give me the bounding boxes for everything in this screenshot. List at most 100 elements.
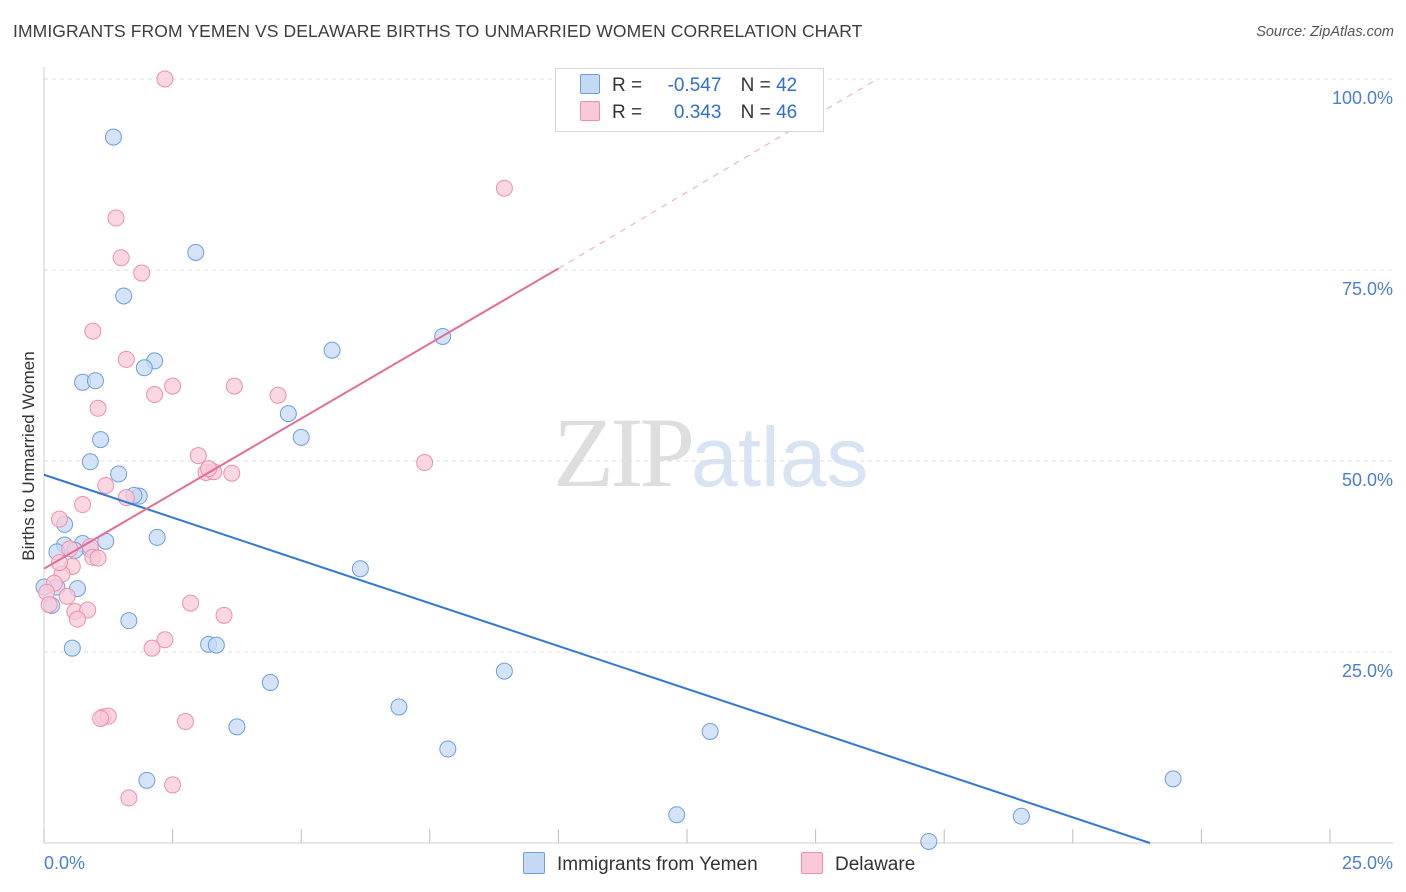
point-delaware <box>50 510 68 528</box>
point-delaware <box>40 596 58 614</box>
trend-extension-delaware <box>558 78 878 269</box>
y-tick-label: 50.0% <box>1342 470 1393 490</box>
legend-row-yemen: R = -0.547 N = 42 <box>580 74 797 100</box>
legend-row-delaware: R = 0.343 N = 46 <box>580 101 797 127</box>
point-delaware <box>495 179 513 197</box>
point-yemen <box>439 740 457 758</box>
point-delaware <box>146 386 164 404</box>
bottom-legend-swatch-pink <box>801 852 823 874</box>
point-yemen <box>292 428 310 446</box>
point-yemen <box>668 806 686 824</box>
point-yemen <box>187 243 205 261</box>
series-delaware <box>38 70 513 807</box>
correlation-legend: R = -0.547 N = 42 R = 0.343 N = 46 <box>555 68 824 132</box>
point-yemen <box>104 128 122 146</box>
bottom-legend-label: Immigrants from Yemen <box>557 854 758 875</box>
y-tick-label: 75.0% <box>1342 279 1393 299</box>
chart-title: IMMIGRANTS FROM YEMEN VS DELAWARE BIRTHS… <box>13 21 863 41</box>
point-yemen <box>228 718 246 736</box>
point-delaware <box>164 377 182 395</box>
legend-r-label: R = <box>612 75 643 96</box>
trend-lines <box>43 78 1151 844</box>
point-delaware <box>133 264 151 282</box>
point-delaware <box>89 399 107 417</box>
point-delaware <box>58 587 76 605</box>
point-delaware <box>84 322 102 340</box>
point-yemen <box>115 287 133 305</box>
point-delaware <box>107 209 125 227</box>
point-delaware <box>215 606 233 624</box>
watermark: ZIPatlas <box>553 395 868 510</box>
legend-swatch-blue <box>580 74 600 94</box>
point-yemen <box>135 359 153 377</box>
point-yemen <box>86 372 104 390</box>
point-yemen <box>1012 807 1030 825</box>
point-yemen <box>920 832 938 850</box>
legend-r-value: 0.343 <box>673 102 722 123</box>
legend-n-value: 42 <box>776 75 798 96</box>
point-delaware <box>97 476 115 494</box>
point-delaware <box>182 594 200 612</box>
point-yemen <box>138 771 156 789</box>
point-yemen <box>92 431 110 449</box>
point-yemen <box>261 674 279 692</box>
point-yemen <box>351 560 369 578</box>
point-delaware <box>74 496 92 514</box>
point-yemen <box>390 698 408 716</box>
bottom-legend-swatch-blue <box>523 852 545 874</box>
trend-line-delaware <box>43 267 559 570</box>
x-tick-label: 25.0% <box>1342 853 1393 873</box>
y-tick-labels: 25.0% 50.0% 75.0% 100.0% <box>1332 88 1393 681</box>
point-delaware <box>189 447 207 465</box>
point-delaware <box>112 249 130 267</box>
point-yemen <box>495 662 513 680</box>
point-yemen <box>323 341 341 359</box>
x-tick-label: 0.0% <box>44 853 85 873</box>
point-delaware <box>120 789 138 807</box>
point-delaware <box>50 554 68 572</box>
point-yemen <box>207 636 225 654</box>
point-delaware <box>156 70 174 88</box>
bottom-legend-yemen: Immigrants from Yemen <box>523 852 758 876</box>
bottom-legend-delaware: Delaware <box>801 852 915 876</box>
axes <box>43 67 1393 844</box>
point-delaware <box>269 386 287 404</box>
point-yemen <box>279 405 297 423</box>
point-delaware <box>225 377 243 395</box>
point-delaware <box>143 639 161 657</box>
point-delaware <box>156 631 174 649</box>
point-yemen <box>81 453 99 471</box>
point-delaware <box>117 350 135 368</box>
x-tick-labels: 0.0% 25.0% <box>44 853 1393 873</box>
y-axis-label: Births to Unmarried Women <box>19 351 38 560</box>
point-yemen <box>148 528 166 546</box>
point-yemen <box>701 722 719 740</box>
point-yemen <box>110 465 128 483</box>
point-delaware <box>416 454 434 472</box>
source-credit: Source: ZipAtlas.com <box>1256 24 1394 40</box>
trend-line-yemen <box>43 473 1151 844</box>
legend-n-value: 46 <box>776 102 798 123</box>
point-delaware <box>68 610 86 628</box>
point-delaware <box>223 464 241 482</box>
legend-n-label: N = <box>740 75 771 96</box>
watermark-atlas: atlas <box>691 410 869 504</box>
point-yemen <box>63 639 81 657</box>
legend-swatch-pink <box>580 101 600 121</box>
series-immigrants-from-yemen <box>35 128 1182 850</box>
point-delaware <box>164 776 182 794</box>
y-tick-label: 100.0% <box>1332 88 1393 108</box>
point-delaware <box>176 713 194 731</box>
point-yemen <box>1164 770 1182 788</box>
point-delaware <box>92 709 110 727</box>
bottom-legend-label: Delaware <box>835 854 916 875</box>
y-tick-label: 25.0% <box>1342 661 1393 681</box>
legend-n-label: N = <box>740 102 771 123</box>
gridlines <box>44 78 1393 653</box>
legend-r-value: -0.547 <box>667 75 722 96</box>
point-delaware <box>89 549 107 567</box>
legend-r-label: R = <box>612 102 643 123</box>
watermark-zip: ZIP <box>553 397 695 508</box>
point-yemen <box>120 612 138 630</box>
